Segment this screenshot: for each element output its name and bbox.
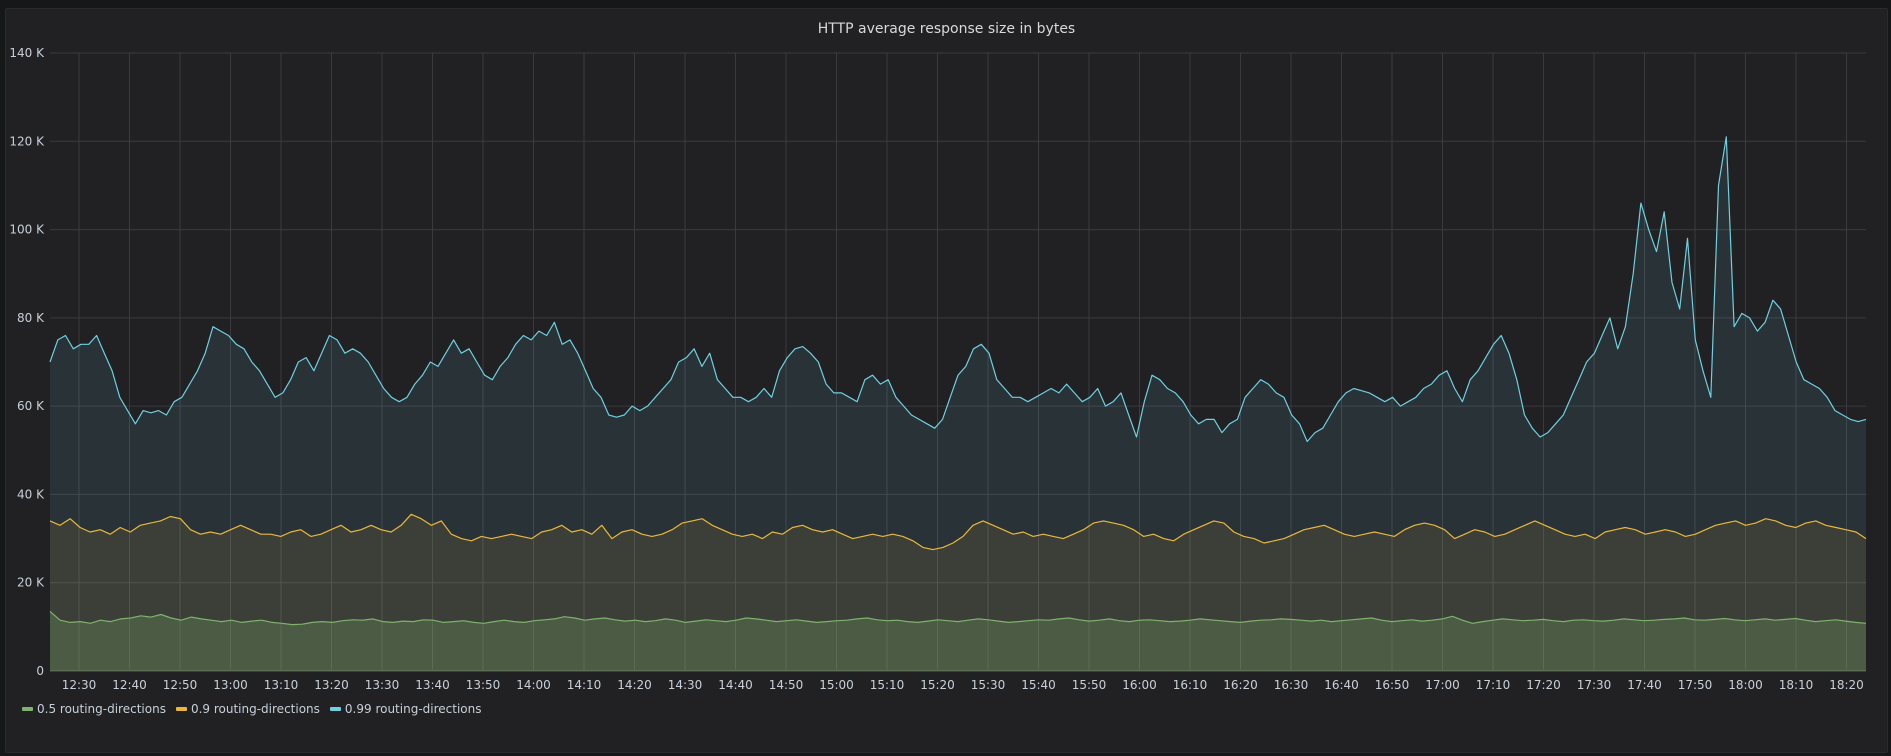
x-tick-label: 13:10 xyxy=(264,678,299,692)
legend-swatch-icon xyxy=(329,707,341,711)
x-tick-label: 14:00 xyxy=(516,678,551,692)
x-tick-label: 17:10 xyxy=(1476,678,1511,692)
y-tick-label: 60 K xyxy=(17,399,45,413)
legend-swatch-icon xyxy=(175,707,187,711)
x-tick-label: 18:20 xyxy=(1829,678,1864,692)
y-tick-label: 140 K xyxy=(9,46,45,60)
x-tick-label: 16:10 xyxy=(1173,678,1208,692)
x-tick-label: 12:40 xyxy=(112,678,147,692)
x-tick-label: 16:20 xyxy=(1223,678,1258,692)
y-tick-label: 100 K xyxy=(9,223,45,237)
panel-title[interactable]: HTTP average response size in bytes xyxy=(817,21,1076,37)
x-tick-label: 17:40 xyxy=(1627,678,1662,692)
x-tick-label: 15:00 xyxy=(819,678,854,692)
x-tick-label: 17:30 xyxy=(1577,678,1612,692)
y-tick-label: 40 K xyxy=(17,487,45,501)
x-tick-label: 15:10 xyxy=(870,678,905,692)
legend-swatch-icon xyxy=(22,707,33,711)
legend-label: 0.9 routing-directions xyxy=(190,702,320,716)
x-tick-label: 18:00 xyxy=(1728,678,1763,692)
x-tick-label: 16:50 xyxy=(1375,678,1410,692)
x-axis: 12:30 12:40 12:50 13:00 13:10 13:20 13:30 13:40… xyxy=(62,678,1864,692)
x-tick-label: 14:40 xyxy=(718,678,753,692)
x-tick-label: 13:50 xyxy=(466,678,501,692)
x-tick-label: 15:20 xyxy=(920,678,955,692)
x-tick-label: 12:50 xyxy=(163,678,198,692)
x-tick-label: 16:00 xyxy=(1122,678,1157,692)
y-tick-label: 0 xyxy=(36,664,44,678)
x-tick-label: 18:10 xyxy=(1779,678,1814,692)
x-tick-label: 14:50 xyxy=(769,678,804,692)
x-tick-label: 15:40 xyxy=(1021,678,1056,692)
legend-item-p99[interactable]: 0.99 routing-directions xyxy=(329,702,482,716)
legend: 0.5 routing-directions 0.9 routing-direc… xyxy=(22,702,482,716)
series-line-0 xyxy=(49,610,1867,626)
series-line-2 xyxy=(49,136,1867,443)
x-tick-label: 15:30 xyxy=(971,678,1006,692)
chart-series xyxy=(49,136,1867,671)
x-tick-label: 14:10 xyxy=(567,678,602,692)
legend-label: 0.99 routing-directions xyxy=(344,702,482,716)
x-tick-label: 15:50 xyxy=(1072,678,1107,692)
x-tick-label: 13:20 xyxy=(314,678,349,692)
x-tick-label: 13:30 xyxy=(365,678,400,692)
x-tick-label: 13:00 xyxy=(213,678,248,692)
x-tick-label: 14:30 xyxy=(668,678,703,692)
x-tick-label: 17:50 xyxy=(1678,678,1713,692)
x-tick-label: 12:30 xyxy=(62,678,97,692)
x-tick-label: 17:20 xyxy=(1526,678,1561,692)
chart-grid xyxy=(50,52,1866,672)
x-tick-label: 16:30 xyxy=(1274,678,1309,692)
y-tick-label: 80 K xyxy=(17,311,45,325)
x-tick-label: 17:00 xyxy=(1425,678,1460,692)
x-tick-label: 14:20 xyxy=(617,678,652,692)
y-tick-label: 20 K xyxy=(17,576,45,590)
y-tick-label: 120 K xyxy=(9,134,45,148)
graph-panel: HTTP average response size in bytes xyxy=(5,8,1888,753)
legend-item-p90[interactable]: 0.9 routing-directions xyxy=(175,702,320,716)
legend-label: 0.5 routing-directions xyxy=(37,702,166,716)
x-tick-label: 16:40 xyxy=(1324,678,1359,692)
legend-item-p50[interactable]: 0.5 routing-directions xyxy=(22,702,166,716)
x-tick-label: 13:40 xyxy=(415,678,450,692)
series-line-1 xyxy=(49,513,1867,551)
y-axis: 0 20 K 40 K 60 K 80 K 100 K 120 K 140 K xyxy=(9,46,45,678)
